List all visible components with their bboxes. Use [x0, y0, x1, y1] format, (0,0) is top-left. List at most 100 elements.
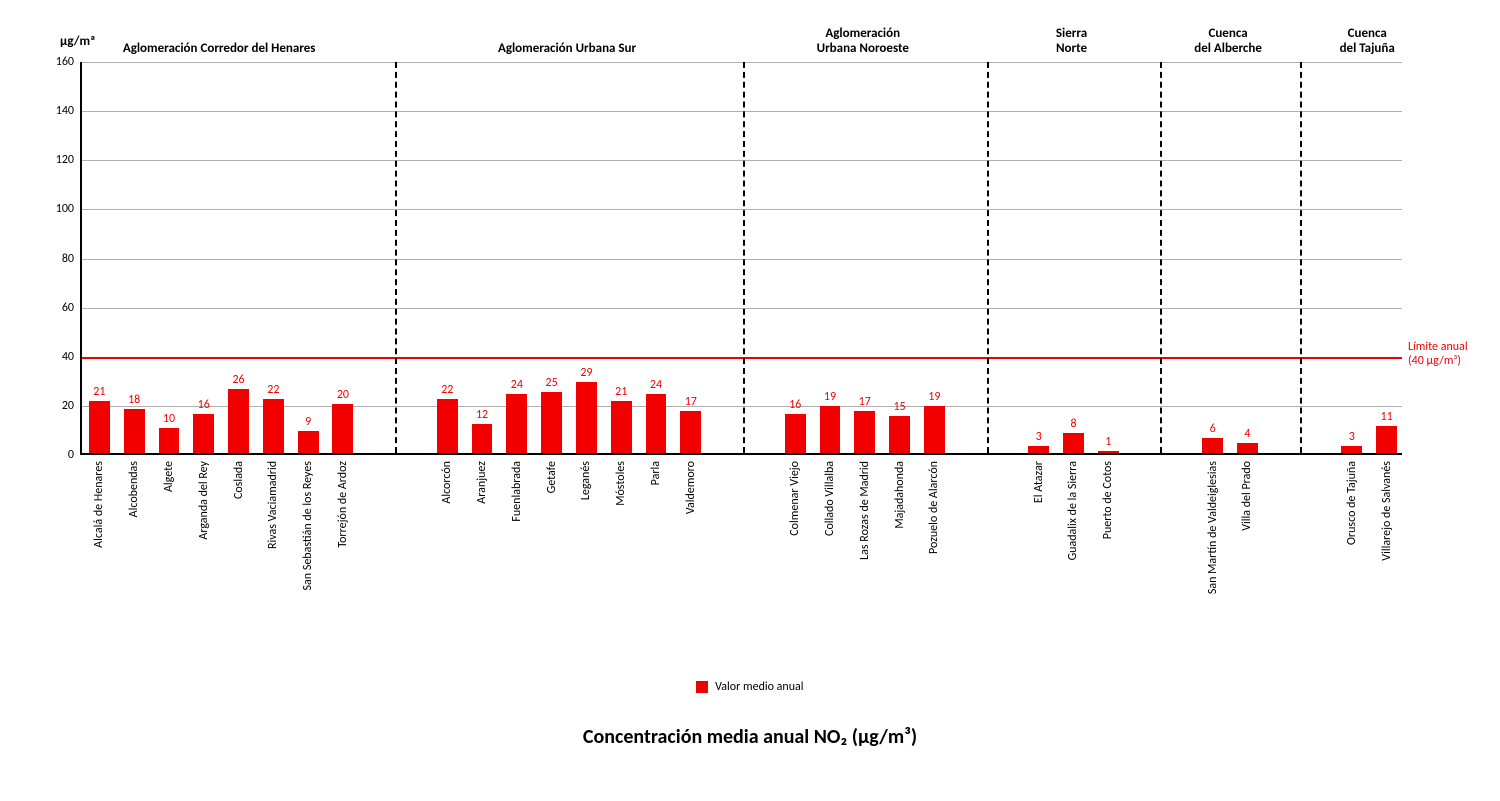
bar-slot: 10Algete: [152, 62, 187, 453]
limit-line-label: Límite anual (40 µg/m³): [1408, 341, 1468, 369]
x-category-label: Pozuelo de Alarcón: [927, 461, 941, 554]
x-category-label: Alcalá de Henares: [92, 461, 106, 548]
bar-slot: 24Fuenlabrada: [499, 62, 534, 453]
bar-value-label: 8: [1070, 417, 1076, 431]
bar-slot: 12Aranjuez: [465, 62, 500, 453]
x-category-label: Alcobendas: [127, 461, 141, 517]
bar: [541, 392, 562, 453]
x-category-label: Alcorcón: [440, 461, 454, 504]
legend-swatch: [696, 681, 708, 693]
bar: [437, 399, 458, 453]
chart-title: Concentración media anual NO₂ (µg/m³): [0, 725, 1500, 749]
bar: [159, 428, 180, 453]
group-label: Sierra Norte: [1019, 27, 1123, 56]
x-category-label: San Sebastián de los Reyes: [301, 461, 315, 590]
bar-value-label: 21: [93, 385, 105, 399]
group-label: Cuenca del Tajuña: [1332, 27, 1402, 56]
x-category-label: Las Rozas de Madrid: [858, 461, 872, 560]
bar-value-label: 24: [650, 378, 662, 392]
ytick-label: 60: [62, 301, 74, 315]
bar: [785, 414, 806, 453]
bar-slot: 16Colmenar Viejo: [778, 62, 813, 453]
bar-slot: 21Móstoles: [604, 62, 639, 453]
no2-chart: µg/mª 21Alcalá de Henares18Alcobendas10A…: [0, 0, 1500, 801]
bar-slot: 3Orusco de Tajuña: [1334, 62, 1369, 453]
bar-value-label: 12: [476, 408, 488, 422]
group-label: Aglomeración Urbana Sur: [428, 42, 706, 56]
bar-slot: 29Leganés: [569, 62, 604, 453]
bar-value-label: 26: [232, 373, 244, 387]
ytick-label: 0: [68, 448, 74, 462]
bar-value-label: 1: [1105, 435, 1111, 449]
bar-value-label: 16: [789, 398, 801, 412]
ytick-label: 160: [56, 55, 74, 69]
bar: [611, 401, 632, 453]
x-category-label: Arganda del Rey: [197, 461, 211, 540]
bar-slot: 16Arganda del Rey: [186, 62, 221, 453]
bar-value-label: 3: [1036, 430, 1042, 444]
bar-slot: 22Rivas Vaciamadrid: [256, 62, 291, 453]
bar-value-label: 9: [305, 415, 311, 429]
bar: [89, 401, 110, 453]
limit-line-label-line1: Límite anual: [1408, 340, 1468, 354]
bar: [854, 411, 875, 453]
bar-slot: 6San Martín de Valdeiglesias: [1195, 62, 1230, 453]
bar-value-label: 19: [824, 390, 836, 404]
bar-slot: 15Majadahonda: [882, 62, 917, 453]
x-category-label: Collado Villalba: [823, 461, 837, 536]
bar: [646, 394, 667, 453]
x-category-label: Colmenar Viejo: [788, 461, 802, 536]
bar-slot: 26Coslada: [221, 62, 256, 453]
bar: [124, 409, 145, 453]
bar: [1376, 426, 1397, 453]
x-category-label: Orusco de Tajuña: [1345, 461, 1359, 545]
bar-slot: 19Collado Villalba: [813, 62, 848, 453]
group-label: Cuenca del Alberche: [1193, 27, 1263, 56]
x-category-label: Puerto de Cotos: [1101, 461, 1115, 539]
bar-slot: 25Getafe: [534, 62, 569, 453]
chart-legend: Valor medio anual: [0, 680, 1500, 694]
bar: [506, 394, 527, 453]
x-category-label: Algete: [162, 461, 176, 492]
bar-value-label: 21: [615, 385, 627, 399]
bar: [820, 406, 841, 453]
bar-value-label: 20: [337, 388, 349, 402]
ytick-label: 140: [56, 104, 74, 118]
limit-line-label-line2: (40 µg/m³): [1408, 354, 1461, 368]
group-divider: [1300, 62, 1302, 453]
bar: [1341, 446, 1362, 453]
x-category-label: Parla: [649, 461, 663, 485]
bar-value-label: 24: [511, 378, 523, 392]
bar-value-label: 19: [928, 390, 940, 404]
bar-value-label: 6: [1210, 422, 1216, 436]
bar-value-label: 22: [267, 383, 279, 397]
x-category-label: Leganés: [579, 461, 593, 500]
bar-value-label: 25: [546, 376, 558, 390]
bar-slot: 21Alcalá de Henares: [82, 62, 117, 453]
x-category-label: San Martín de Valdeiglesias: [1206, 461, 1220, 594]
x-category-label: Aranjuez: [475, 461, 489, 504]
bar-value-label: 4: [1244, 427, 1250, 441]
x-category-label: Fuenlabrada: [510, 461, 524, 522]
x-category-label: Getafe: [545, 461, 559, 493]
bar: [1063, 433, 1084, 453]
group-label: Aglomeración Urbana Noroeste: [776, 27, 950, 56]
bar: [1098, 451, 1119, 453]
bar: [576, 382, 597, 453]
ytick-label: 80: [62, 252, 74, 266]
x-category-label: Torrejón de Ardoz: [336, 461, 350, 548]
bar: [228, 389, 249, 453]
bar-value-label: 29: [580, 366, 592, 380]
bar-value-label: 10: [163, 412, 175, 426]
bar-value-label: 16: [198, 398, 210, 412]
bar: [472, 424, 493, 453]
bar-slot: 11Villarejo de Salvanés: [1369, 62, 1404, 453]
bar-value-label: 15: [893, 400, 905, 414]
bar: [332, 404, 353, 453]
bar-slot: 20Torrejón de Ardoz: [326, 62, 361, 453]
ytick-label: 20: [62, 399, 74, 413]
x-category-label: Coslada: [232, 461, 246, 499]
group-divider: [395, 62, 397, 453]
bar-slot: 22Alcorcón: [430, 62, 465, 453]
x-category-label: Guadalix de la Sierra: [1066, 461, 1080, 560]
